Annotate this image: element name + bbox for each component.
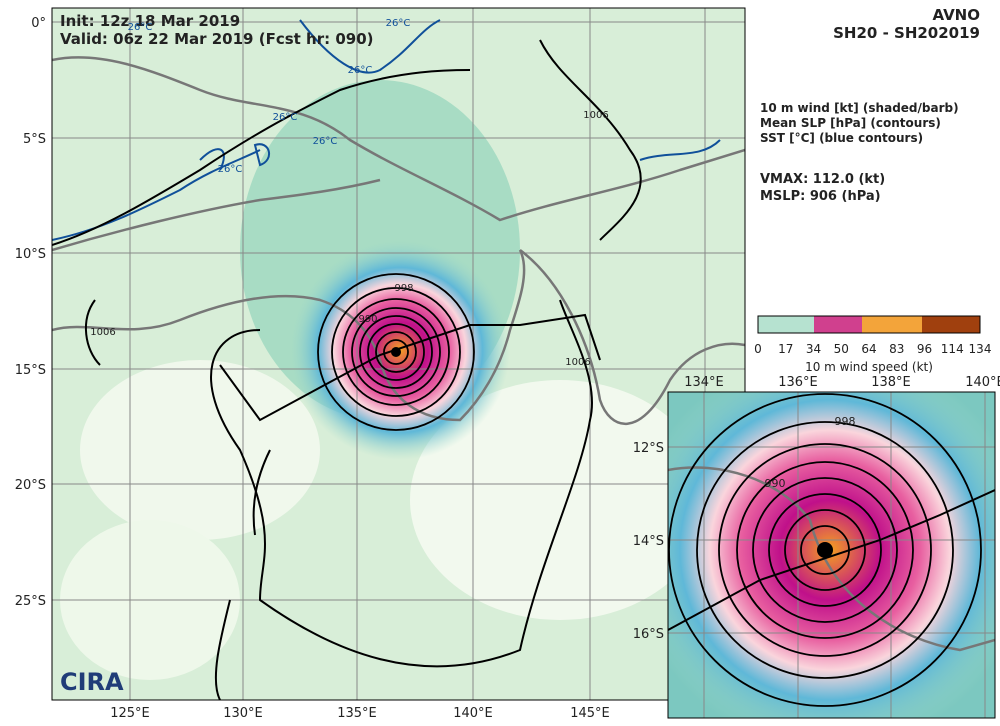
- inset-lat-label: 12°S: [633, 441, 664, 456]
- inset-lon-label: 136°E: [778, 375, 818, 390]
- colorbar-tick: 64: [861, 342, 876, 356]
- colorbar-tick: 34: [806, 342, 821, 356]
- valid-time: Valid: 06z 22 Mar 2019 (Fcst hr: 090): [60, 30, 374, 48]
- colorbar-tick: 114: [941, 342, 964, 356]
- colorbar-tick: 96: [917, 342, 932, 356]
- inset-frame: [667, 391, 996, 719]
- contour-label: 1006: [583, 110, 608, 121]
- colorbar-label: 10 m wind speed (kt): [805, 360, 933, 374]
- mslp: MSLP: 906 (hPa): [760, 189, 881, 204]
- colorbar-tick: 134: [969, 342, 992, 356]
- lon-label: 145°E: [570, 706, 610, 721]
- lat-label: 25°S: [15, 594, 46, 609]
- info-line: 10 m wind [kt] (shaded/barb): [760, 101, 959, 115]
- lat-label: 15°S: [15, 363, 46, 378]
- vmax: VMAX: 112.0 (kt): [760, 172, 885, 187]
- inset-lon-label: 140°E: [965, 375, 1000, 390]
- contour-label: 26°C: [348, 65, 373, 76]
- contour-label: 26°C: [128, 22, 153, 33]
- inset-map: [668, 392, 995, 718]
- lat-label: 20°S: [15, 478, 46, 493]
- main-map: [52, 8, 745, 700]
- lon-label: 125°E: [110, 706, 150, 721]
- inset-contour-label: 998: [835, 415, 856, 428]
- inset-lat-label: 16°S: [633, 627, 664, 642]
- lat-label: 10°S: [15, 247, 46, 262]
- info-line: Mean SLP [hPa] (contours): [760, 116, 941, 130]
- init-time: Init: 12z 18 Mar 2019: [60, 12, 240, 30]
- colorbar-tick: 0: [754, 342, 762, 356]
- lon-label: 140°E: [453, 706, 493, 721]
- colorbar-tick: 83: [889, 342, 904, 356]
- contour-label: 1006: [565, 357, 590, 368]
- contour-label: 990: [358, 314, 377, 325]
- contour-label: 1006: [90, 327, 115, 338]
- model: AVNO: [932, 6, 980, 24]
- contour-label: 26°C: [313, 136, 338, 147]
- colorbar-tick: 50: [834, 342, 849, 356]
- contour-label: 998: [394, 283, 413, 294]
- lat-label: 5°S: [23, 132, 46, 147]
- inset-contour-label: 990: [765, 477, 786, 490]
- colorbar: [757, 315, 981, 334]
- lat-label: 0°: [31, 16, 46, 31]
- contour-label: 26°C: [273, 112, 298, 123]
- contour-label: 26°C: [386, 18, 411, 29]
- inset-lon-label: 138°E: [871, 375, 911, 390]
- colorbar-tick: 17: [778, 342, 793, 356]
- map-frame: [51, 7, 746, 701]
- logo: CIRA: [60, 668, 124, 696]
- lon-label: 135°E: [337, 706, 377, 721]
- inset-lat-label: 14°S: [633, 534, 664, 549]
- storm-id: SH20 - SH202019: [833, 24, 980, 42]
- inset-lon-label: 134°E: [684, 375, 724, 390]
- lon-label: 130°E: [223, 706, 263, 721]
- info-line: SST [°C] (blue contours): [760, 131, 923, 145]
- contour-label: 26°C: [218, 164, 243, 175]
